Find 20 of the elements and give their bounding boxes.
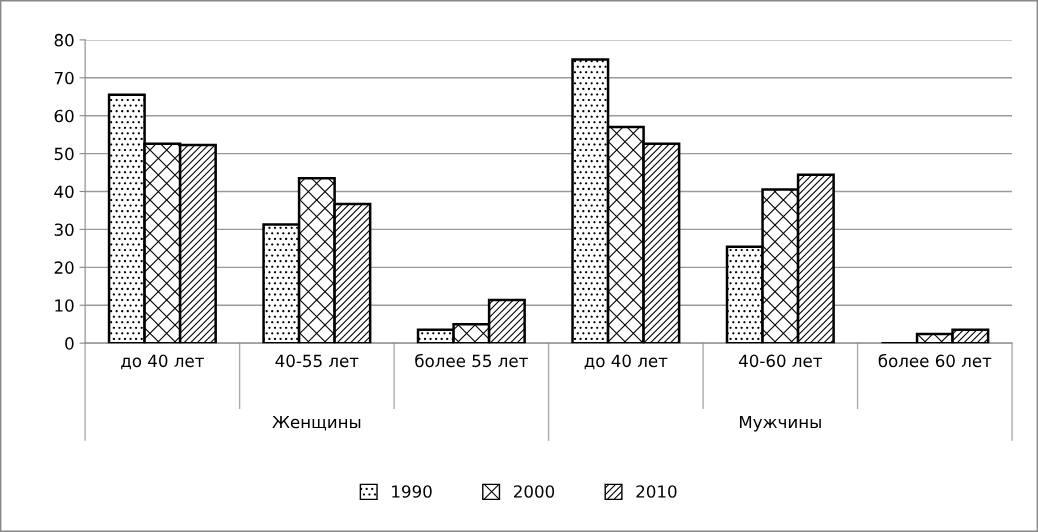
y-tick-label: 10	[55, 299, 74, 312]
legend-label: 2000	[514, 485, 555, 498]
y-tick-label: 50	[54, 147, 74, 161]
legend-label: 1990	[392, 485, 432, 498]
y-tick-label: 30	[54, 223, 74, 236]
x-tick-label: более 55 лет	[415, 353, 528, 368]
x-tick-label: до 40 лет	[121, 354, 204, 370]
y-tick-label: 0	[65, 337, 74, 350]
y-tick-label: 60	[54, 109, 74, 123]
y-tick-label: 70	[54, 71, 74, 85]
text: Женщины	[272, 415, 361, 431]
x-tick-label: 40-60 лет	[738, 354, 822, 368]
y-tick-label: 80	[54, 33, 74, 47]
x-tick-label: более 60 лет	[878, 353, 992, 368]
legend-label: 2010	[636, 485, 677, 498]
x-tick-label: до 40 лет	[584, 354, 668, 370]
y-tick-label: 40	[54, 185, 74, 199]
x-tick-label: 40-55 лет	[275, 354, 359, 368]
y-tick-label: 20	[54, 261, 74, 274]
text: Мужчины	[739, 415, 821, 432]
